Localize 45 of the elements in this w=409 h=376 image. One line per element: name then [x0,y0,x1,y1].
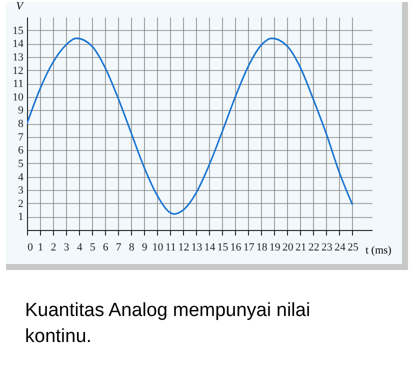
x-tick-label: 19 [269,242,281,254]
y-tick-label: 14 [12,38,24,50]
x-tick-label: 20 [282,242,294,254]
x-tick-label: 24 [334,242,346,254]
x-tick-label: 7 [116,242,122,254]
y-tick-label: 1 [18,211,24,224]
y-tick-label: 5 [18,158,24,170]
x-tick-label: 5 [90,242,96,254]
x-tick-label: 8 [128,242,135,254]
x-tick-label: 25 [347,242,359,254]
x-tick-label: 16 [230,242,242,254]
y-tick-label: 4 [18,171,24,184]
y-tick-label: 13 [12,51,24,64]
y-tick-label: 10 [12,91,24,104]
x-tick-label: 18 [256,242,268,254]
y-tick-label: 8 [18,118,24,130]
x-axis-title: t (ms) [366,244,392,256]
x-tick-label: 1 [38,242,44,254]
y-tick-label: 15 [12,24,24,37]
y-tick-label: 12 [12,64,24,77]
y-tick-label: 6 [18,144,24,157]
x-tick-label: 17 [243,242,255,254]
x-tick-label: 15 [217,242,229,254]
x-tick-label: 13 [191,242,203,254]
x-tick-label: 12 [178,242,190,254]
x-tick-label: 3 [64,242,70,254]
x-tick-label: 23 [321,242,333,254]
y-tick-label: 3 [18,184,24,197]
x-tick-label: 2 [50,242,56,254]
y-tick-label: 9 [18,104,24,117]
x-tick-label: 10 [152,242,164,254]
line-series [27,38,354,215]
x-tick-label: 9 [142,242,148,254]
x-tick-label: 4 [76,242,83,254]
y-tick-label: 2 [18,198,24,210]
y-tick-label: 11 [12,78,24,90]
x-tick-label: 11 [165,242,176,254]
x-tick-label: 21 [295,242,306,254]
x-tick-label: 22 [308,242,320,254]
x-tick-label: 0 [28,242,34,254]
y-tick-label: 7 [18,131,24,144]
x-tick-label: 6 [102,242,109,254]
y-axis-title: V [16,0,24,12]
x-tick-label: 14 [204,242,216,254]
text: Kuantitas Analog mempunyai nilai kontinu. [25,299,312,349]
